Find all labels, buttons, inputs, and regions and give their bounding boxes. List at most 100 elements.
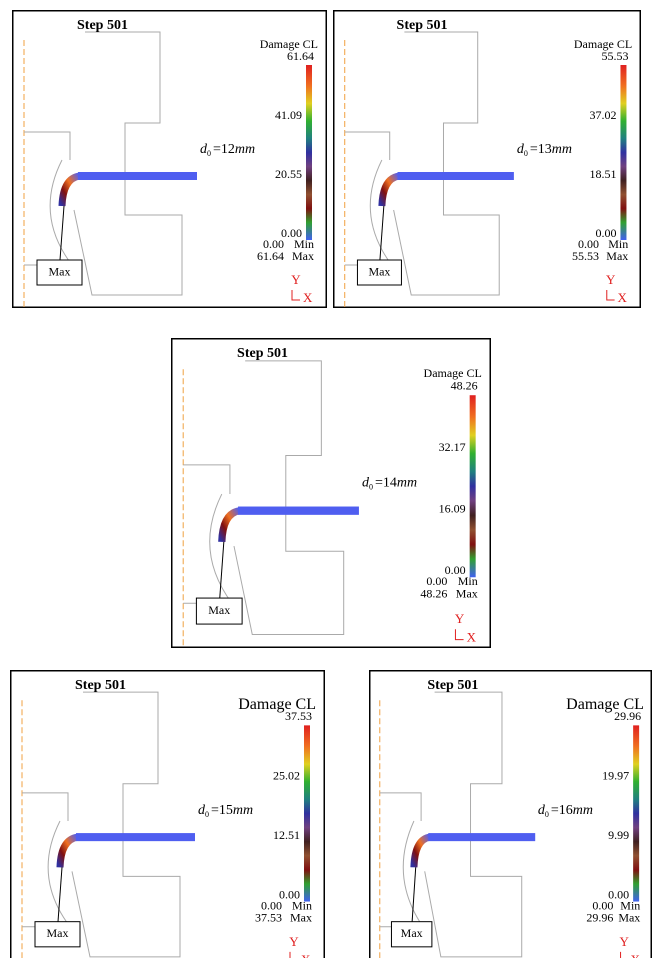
colorbar-tick-label: 41.09 <box>275 108 302 122</box>
sheet <box>428 833 535 841</box>
max-value: 48.26 <box>420 587 447 601</box>
bent-sheet <box>382 176 400 206</box>
colorbar-tick-label: 61.64 <box>287 49 314 63</box>
value: =13 <box>530 142 552 157</box>
die-outline <box>22 821 70 927</box>
max-value: 29.96 <box>586 910 613 924</box>
die-outline <box>394 32 500 295</box>
sheet <box>238 507 359 515</box>
colorbar-tick-label: 18.51 <box>589 167 616 181</box>
colorbar-tick-label: 9.99 <box>608 828 629 842</box>
subscript: 0 <box>207 149 211 158</box>
bent-sheet <box>222 511 240 542</box>
thickness-label: d0=15mm <box>198 803 253 819</box>
colorbar <box>633 725 639 901</box>
subscript: 0 <box>545 810 549 819</box>
die-outline <box>24 132 70 160</box>
callout-label: Max <box>47 926 69 940</box>
die-outline <box>380 793 421 821</box>
colorbar-tick-label: 25.02 <box>273 768 300 782</box>
colorbar-tick-label: 32.17 <box>439 440 466 454</box>
step-title: Step 501 <box>75 678 126 693</box>
die-outline <box>183 494 232 603</box>
colorbar <box>304 725 310 901</box>
colorbar-tick-label: 29.96 <box>614 709 641 723</box>
die-outline <box>345 160 392 265</box>
max-label: Max <box>606 249 628 263</box>
value: =16 <box>551 803 573 818</box>
axis-y: Y <box>619 934 629 949</box>
colorbar-tick-label: 37.53 <box>285 709 312 723</box>
bent-sheet <box>62 176 80 206</box>
callout-label: Max <box>368 264 390 278</box>
colorbar-tick-label: 19.97 <box>602 768 629 782</box>
die-outline <box>74 32 182 295</box>
axis-triad <box>290 952 298 958</box>
unit: mm <box>397 476 417 491</box>
axis-x: X <box>618 290 628 305</box>
colorbar <box>306 65 312 240</box>
max-value: 55.53 <box>572 249 599 263</box>
axis-y: Y <box>289 934 299 949</box>
axis-triad <box>607 290 615 300</box>
callout-label: Max <box>49 264 71 278</box>
bent-sheet <box>60 837 78 867</box>
sheet <box>398 172 514 180</box>
colorbar <box>470 395 476 577</box>
figure: MaxStep 501d0=12mmDamage CL61.6441.0920.… <box>0 0 653 958</box>
value: =12 <box>213 142 235 157</box>
max-label: Max <box>290 910 312 924</box>
axis-x: X <box>303 290 313 305</box>
subscript: 0 <box>205 810 209 819</box>
max-label: Max <box>618 910 640 924</box>
max-label: Max <box>292 249 314 263</box>
unit: mm <box>235 142 255 157</box>
subscript: 0 <box>524 149 528 158</box>
sheet <box>78 172 197 180</box>
value: =14 <box>375 476 397 491</box>
die-outline <box>183 465 230 494</box>
die-outline <box>345 132 390 160</box>
die-outline <box>425 692 522 957</box>
max-value: 61.64 <box>257 249 284 263</box>
colorbar-tick-label: 16.09 <box>439 501 466 515</box>
axis-triad <box>292 290 300 300</box>
die-outline <box>22 793 68 821</box>
colorbar-tick-label: 37.02 <box>589 108 616 122</box>
callout-label: Max <box>401 926 423 940</box>
bent-sheet <box>414 837 430 867</box>
unit: mm <box>233 803 253 818</box>
axis-triad <box>455 629 463 639</box>
simulation-panel: MaxStep 501d0=14mmDamage CL48.2632.1716.… <box>171 338 491 648</box>
axis-y: Y <box>606 272 616 287</box>
colorbar-tick-label: 12.51 <box>273 828 300 842</box>
step-title: Step 501 <box>237 346 288 361</box>
die-outline <box>24 160 72 265</box>
die-outline <box>234 361 344 635</box>
die-outline <box>72 692 180 957</box>
subscript: 0 <box>369 482 373 491</box>
max-value: 37.53 <box>255 910 282 924</box>
thickness-label: d0=12mm <box>200 142 255 158</box>
axis-x: X <box>467 630 477 645</box>
sheet <box>76 833 195 841</box>
colorbar <box>620 65 626 240</box>
thickness-label: d0=16mm <box>538 803 593 819</box>
thickness-label: d0=13mm <box>517 142 572 158</box>
step-title: Step 501 <box>427 678 478 693</box>
axis-triad <box>621 952 628 958</box>
step-title: Step 501 <box>397 18 448 33</box>
colorbar-tick-label: 48.26 <box>451 379 478 393</box>
die-outline <box>380 821 423 927</box>
axis-x: X <box>301 952 311 958</box>
value: =15 <box>211 803 233 818</box>
unit: mm <box>573 803 593 818</box>
axis-y: Y <box>455 611 465 626</box>
axis-y: Y <box>291 272 301 287</box>
unit: mm <box>552 142 572 157</box>
thickness-label: d0=14mm <box>362 476 417 492</box>
